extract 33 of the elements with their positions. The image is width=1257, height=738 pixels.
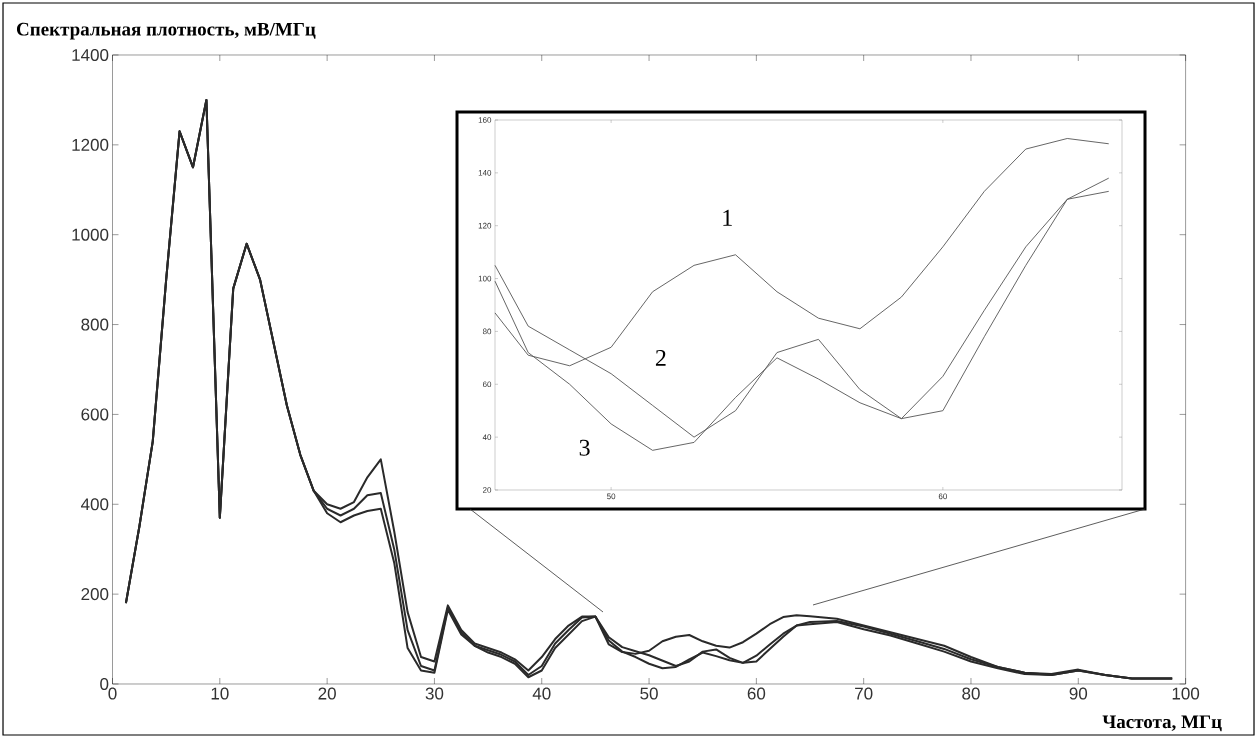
y-tick-label: 40 — [482, 434, 492, 440]
x-tick-label: 60 — [747, 687, 766, 700]
y-tick-label: 160 — [478, 117, 492, 123]
annotation: 2 — [655, 349, 666, 366]
y-tick-label: 600 — [81, 408, 109, 421]
annotation: 3 — [579, 439, 590, 456]
y-tick-label: 120 — [478, 222, 492, 229]
x-tick-label: 100 — [1172, 687, 1200, 700]
x-tick-label: 20 — [318, 687, 336, 700]
y-axis-title: Спектральная плотность, мВ/МГц — [16, 22, 316, 40]
y-tick-label: 100 — [478, 275, 492, 282]
x-tick-label: 40 — [532, 687, 551, 700]
y-tick-label: 1000 — [72, 228, 109, 241]
x-axis-title: Частота, МГц — [1102, 715, 1222, 732]
x-tick-label: 50 — [606, 493, 616, 500]
y-tick-label: 400 — [81, 498, 109, 511]
y-tick-label: 140 — [478, 170, 492, 176]
x-tick-label: 0 — [108, 687, 117, 700]
y-tick-label: 60 — [482, 381, 492, 388]
x-tick-label: 10 — [211, 687, 229, 700]
x-tick-label: 50 — [640, 687, 658, 700]
x-tick-label: 30 — [425, 687, 444, 700]
x-tick-label: 90 — [1069, 687, 1088, 700]
annotation: 1 — [723, 209, 732, 226]
y-tick-label: 200 — [81, 588, 109, 601]
y-tick-label: 1400 — [72, 48, 109, 62]
y-tick-label: 20 — [482, 487, 492, 493]
y-tick-label: 80 — [482, 328, 492, 335]
y-tick-label: 1200 — [72, 138, 109, 151]
x-tick-label: 80 — [962, 687, 980, 700]
x-tick-label: 70 — [855, 687, 873, 700]
y-tick-label: 0 — [100, 677, 109, 691]
y-tick-label: 800 — [81, 318, 109, 331]
